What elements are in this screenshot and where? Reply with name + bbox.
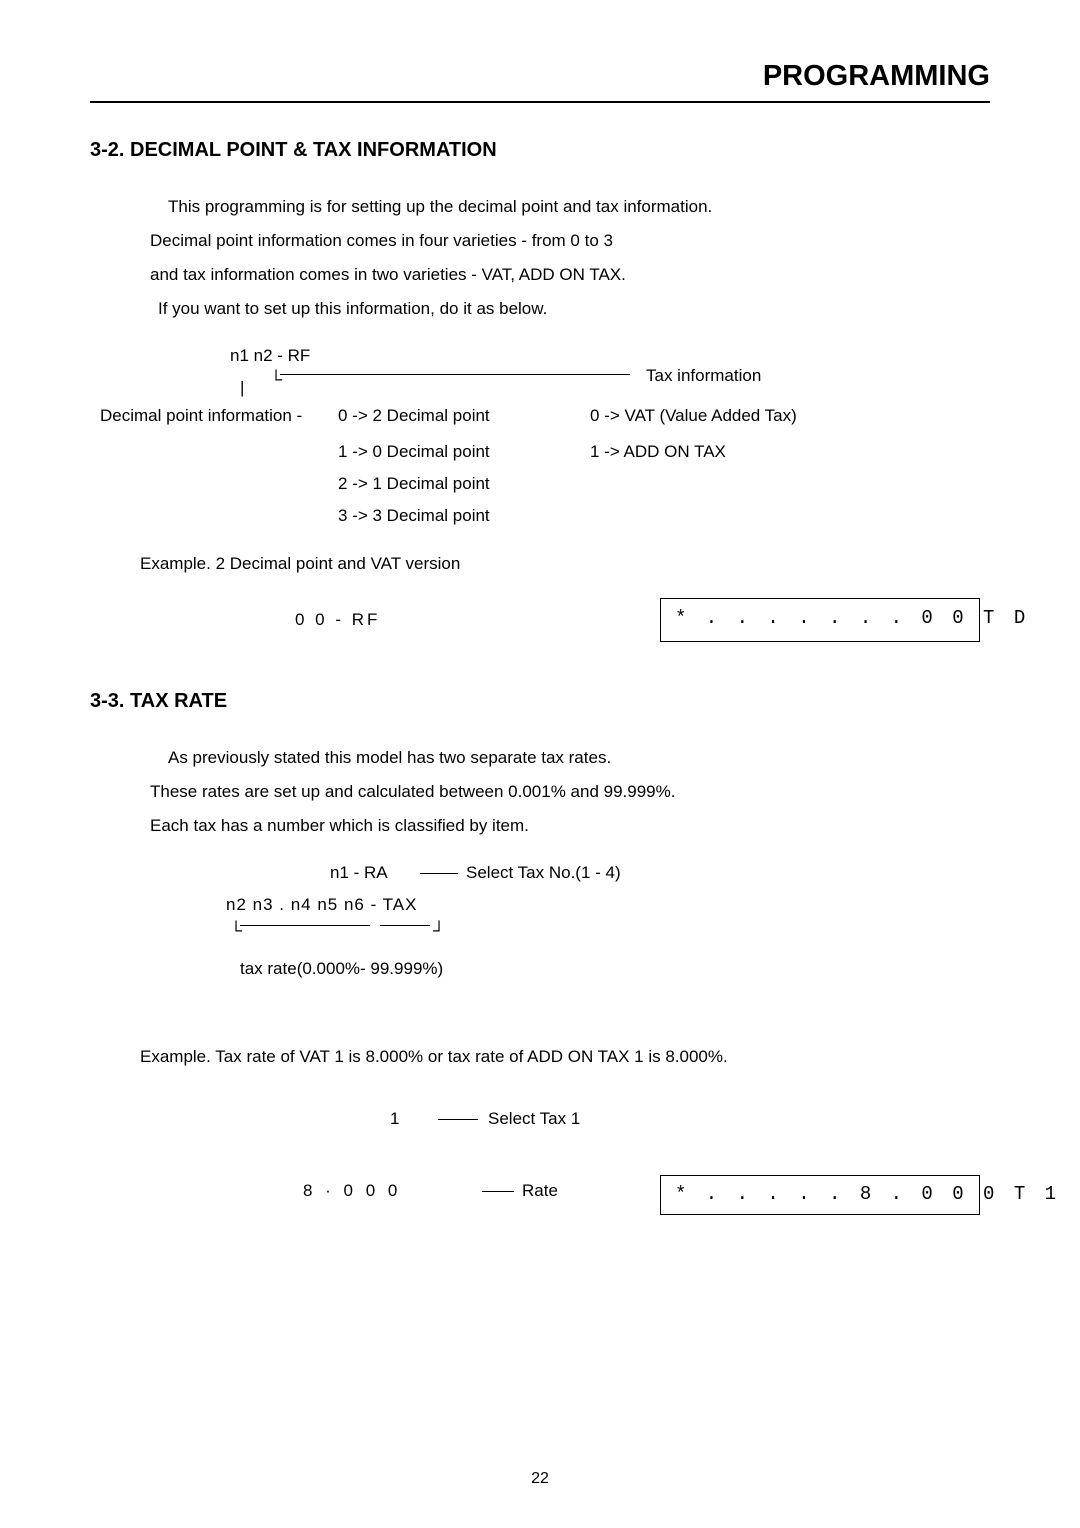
- diagram-line-icon: [438, 1119, 478, 1120]
- example-input-row: 0 0 - RF * . . . . . . . 0 0 T D: [90, 604, 990, 654]
- diagram-col2-row: 1 -> ADD ON TAX: [590, 442, 726, 462]
- section-3-3-title: 3-3. TAX RATE: [90, 690, 990, 713]
- section-3-2-body: This programming is for setting up the d…: [150, 190, 990, 326]
- paragraph: As previously stated this model has two …: [168, 741, 990, 775]
- diagram-line2: n2 n3 . n4 n5 n6 - TAX: [226, 895, 418, 915]
- diagram-corner-icon: └: [270, 370, 282, 390]
- paragraph: These rates are set up and calculated be…: [150, 775, 990, 809]
- diagram-col1-row: 0 -> 2 Decimal point: [338, 406, 490, 426]
- example-label: Example. 2 Decimal point and VAT version: [140, 554, 990, 574]
- display-readout: * . . . . . . . 0 0 T D: [660, 598, 980, 642]
- diagram-line1a: n1 - RA: [330, 863, 388, 883]
- diagram-col1-row: 1 -> 0 Decimal point: [338, 442, 490, 462]
- paragraph: This programming is for setting up the d…: [168, 190, 990, 224]
- section-3-3-body: As previously stated this model has two …: [150, 741, 990, 843]
- paragraph: Each tax has a number which is classifie…: [150, 809, 990, 843]
- diagram-tax-info-label: Tax information: [646, 366, 761, 386]
- example-label-text: Rate: [522, 1181, 558, 1201]
- decimal-tax-diagram: n1 n2 - RF | └ Tax information Decimal p…: [90, 346, 990, 536]
- diagram-corner-icon: ┘: [433, 921, 445, 941]
- diagram-line1b: Select Tax No.(1 - 4): [466, 863, 621, 883]
- paragraph: and tax information comes in two varieti…: [150, 258, 990, 292]
- diagram-col1-row: 3 -> 3 Decimal point: [338, 506, 490, 526]
- example-rate-row: 8 · 0 0 0 Rate * . . . . . 8 . 0 0 0 T 1: [90, 1173, 990, 1233]
- paragraph: Decimal point information comes in four …: [150, 224, 990, 258]
- display-readout: * . . . . . 8 . 0 0 0 T 1: [660, 1175, 980, 1215]
- diagram-line-icon: [240, 925, 370, 926]
- diagram-pipe: |: [240, 378, 244, 398]
- example-label: Example. Tax rate of VAT 1 is 8.000% or …: [140, 1047, 990, 1067]
- paragraph: If you want to set up this information, …: [158, 292, 990, 326]
- diagram-line3: tax rate(0.000%- 99.999%): [240, 959, 443, 979]
- example-key: 1: [390, 1109, 399, 1129]
- diagram-line-icon: [420, 873, 458, 874]
- diagram-col1-row: 2 -> 1 Decimal point: [338, 474, 490, 494]
- example-label-text: Select Tax 1: [488, 1109, 580, 1129]
- tax-rate-diagram: n1 - RA Select Tax No.(1 - 4) n2 n3 . n4…: [90, 863, 990, 1023]
- example-select-tax-row: 1 Select Tax 1: [90, 1107, 990, 1151]
- diagram-line-icon: [280, 374, 630, 375]
- diagram-line-icon: [380, 925, 430, 926]
- diagram-corner-icon: └: [230, 921, 242, 941]
- example-keys: 8 · 0 0 0: [303, 1181, 401, 1201]
- diagram-line-icon: [482, 1191, 514, 1192]
- page-number: 22: [0, 1470, 1080, 1488]
- chapter-header: PROGRAMMING: [90, 60, 990, 103]
- diagram-keys: n1 n2 - RF: [230, 346, 310, 366]
- section-3-2-title: 3-2. DECIMAL POINT & TAX INFORMATION: [90, 139, 990, 162]
- diagram-dpi-label: Decimal point information -: [100, 406, 302, 426]
- example-keys: 0 0 - RF: [295, 610, 380, 630]
- diagram-col2-row: 0 -> VAT (Value Added Tax): [590, 406, 797, 426]
